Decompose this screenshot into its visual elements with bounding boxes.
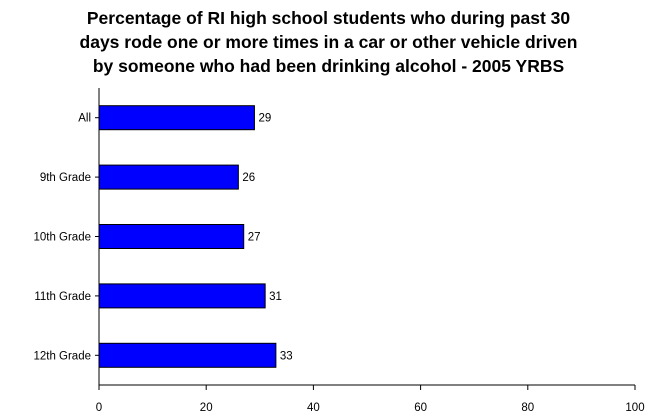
chart-title-line-2: days rode one or more times in a car or … xyxy=(79,32,578,52)
category-label-10th-grade: 10th Grade xyxy=(33,232,91,244)
data-label-10th-grade: 27 xyxy=(248,232,261,244)
x-tick-label-40: 40 xyxy=(307,402,320,414)
data-label-12th-grade: 33 xyxy=(280,350,293,362)
chart-title: Percentage of RI high school students wh… xyxy=(0,6,657,78)
x-tick-label-0: 0 xyxy=(96,402,102,414)
bar-9th-grade xyxy=(98,164,239,190)
labels-group: All 29 9th Grade 26 10th Grade 27 11th Grade 31… xyxy=(33,113,644,414)
category-label-9th-grade: 9th Grade xyxy=(40,172,91,184)
data-label-9th-grade: 26 xyxy=(242,172,255,184)
bar-all xyxy=(98,105,255,131)
bar-12th-grade xyxy=(98,342,277,368)
chart-title-line-1: Percentage of RI high school students wh… xyxy=(86,8,571,28)
category-label-12th-grade: 12th Grade xyxy=(33,350,91,362)
data-label-all: 29 xyxy=(258,113,271,125)
x-tick-label-80: 80 xyxy=(521,402,534,414)
category-label-11th-grade: 11th Grade xyxy=(34,291,91,303)
category-label-all: All xyxy=(78,113,91,125)
x-tick-label-60: 60 xyxy=(414,402,427,414)
bar-10th-grade xyxy=(98,224,245,249)
x-tick-label-100: 100 xyxy=(625,402,644,414)
data-label-11th-grade: 31 xyxy=(269,291,282,303)
bar-11th-grade xyxy=(98,283,266,309)
axes-group xyxy=(95,88,636,390)
chart-title-line-3: by someone who had been drinking alcohol… xyxy=(92,56,565,76)
x-tick-label-20: 20 xyxy=(200,402,213,414)
